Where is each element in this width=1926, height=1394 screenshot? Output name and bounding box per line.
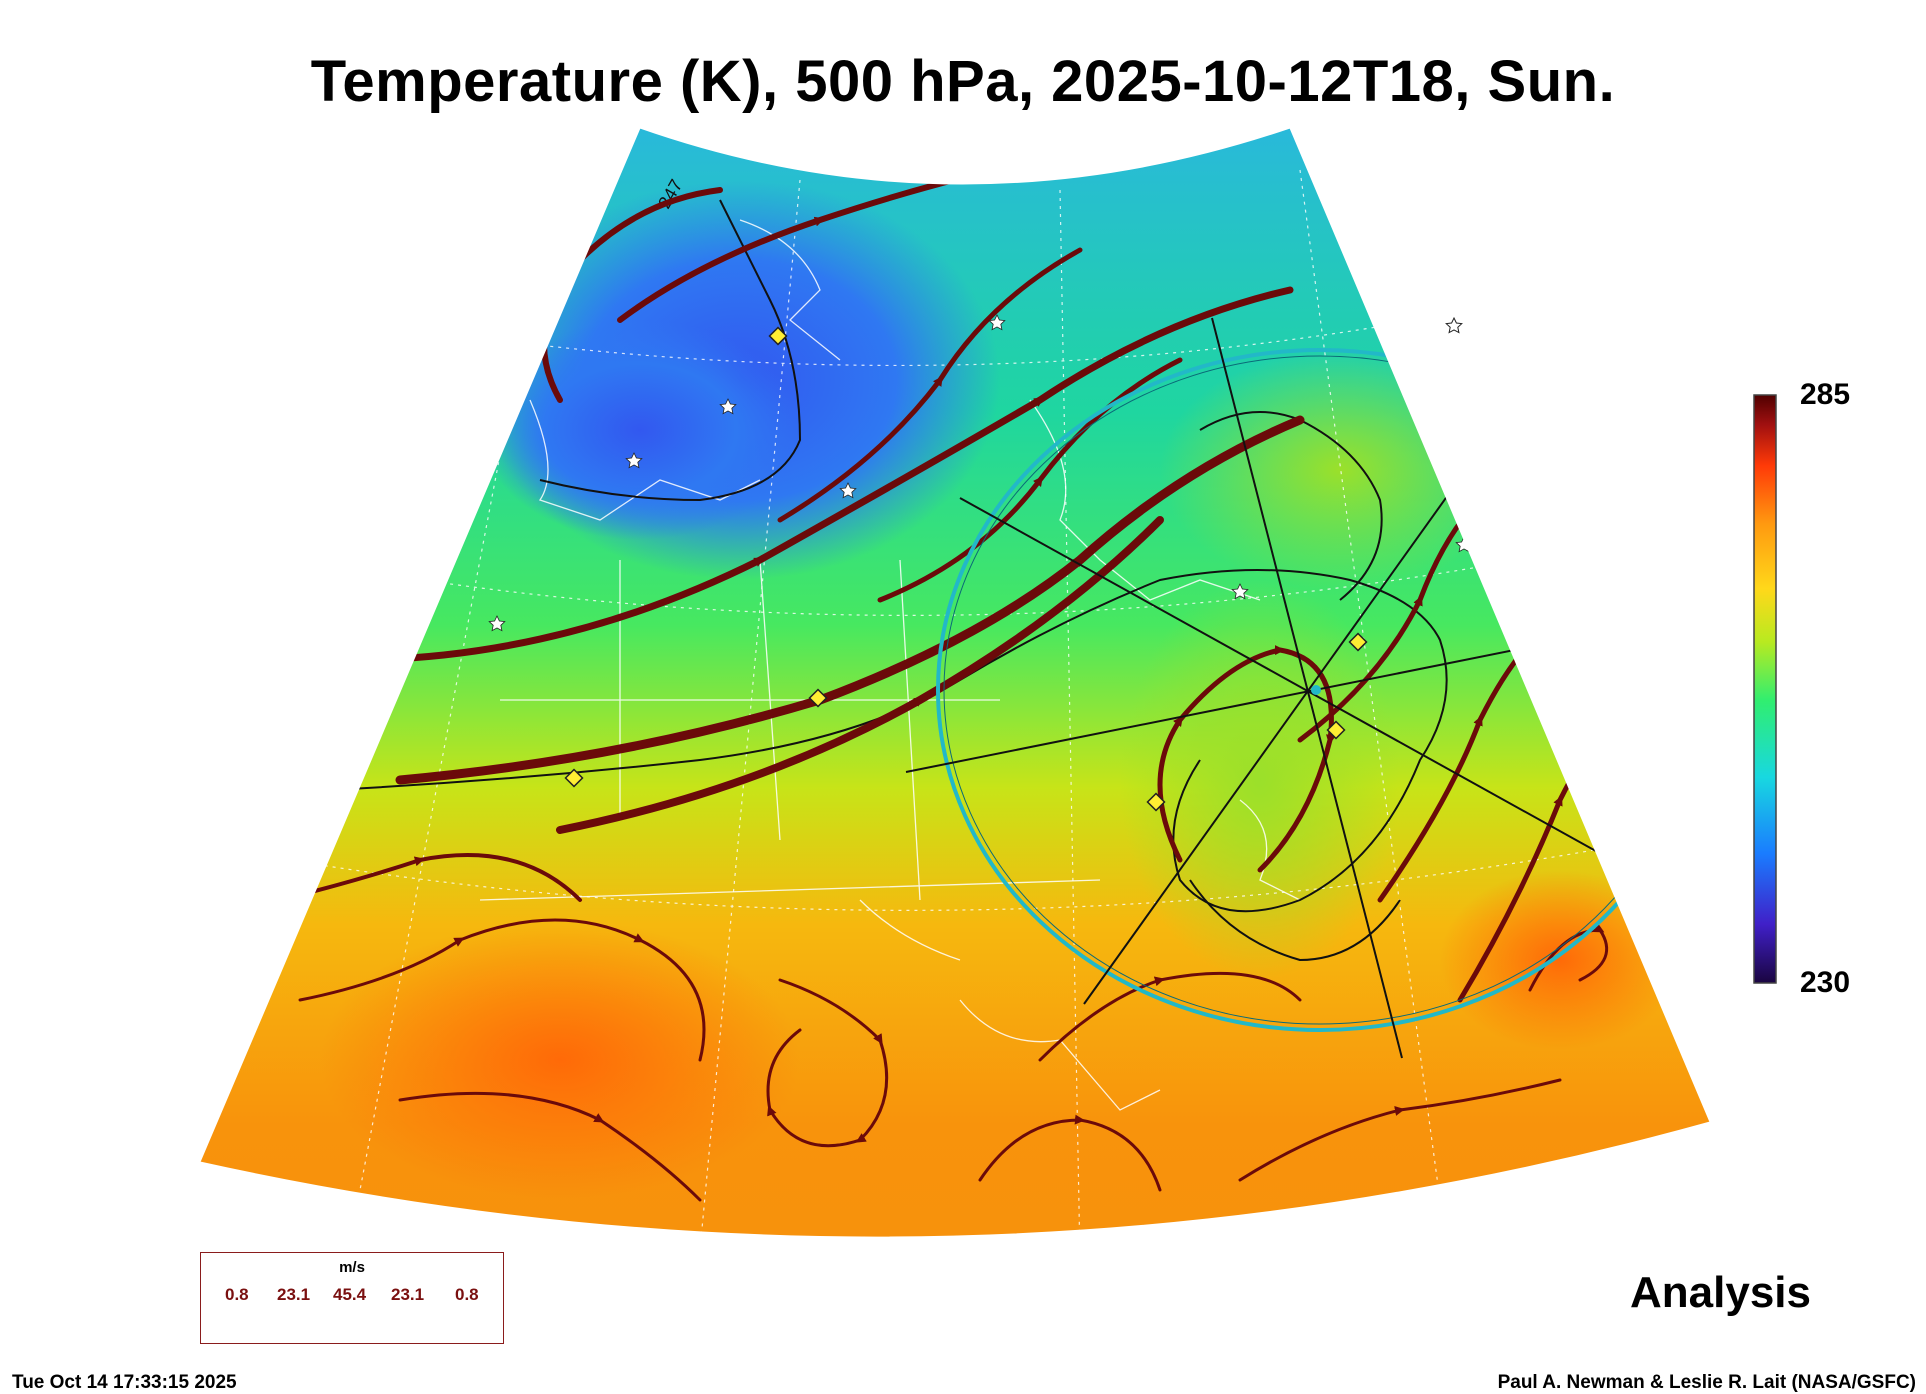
streamline [1038,971,1302,1062]
wind-key-value: 0.8 [455,1285,479,1304]
wind-key-value: 0.8 [225,1285,249,1304]
colorbar-max-label: 285 [1800,378,1851,411]
diamond-marker [1348,632,1368,652]
diamond-marker [1146,792,1166,812]
wind-key-value: 23.1 [391,1285,425,1304]
diamond-marker [1326,720,1346,740]
streamline [1238,1078,1562,1182]
streamline [346,286,1294,664]
streamline [278,853,582,902]
star-marker [1445,316,1463,334]
star-marker [625,452,643,469]
streamline [395,415,1305,785]
center-point [1311,685,1321,695]
wind-key-value: 23.1 [277,1285,311,1304]
wind-streamlines [278,157,1643,1202]
star-marker [1231,583,1249,600]
diamond-marker [768,326,788,346]
wind-key-value: 45.4 [333,1285,367,1304]
wind-key-unit: m/s [339,1259,365,1276]
star-marker [839,482,857,499]
streamline [877,357,1183,603]
streamline [766,978,889,1148]
run-timestamp: Tue Oct 14 17:33:15 2025 [12,1372,237,1393]
streamline [556,516,1164,834]
colorbar [1753,394,1777,984]
star-marker [719,398,737,415]
diamond-marker [808,688,828,708]
diamond-marker [564,768,584,788]
star-marker [488,615,506,632]
streamline [777,247,1083,523]
streamline [398,1091,702,1202]
star-markers [488,314,1473,632]
map-frame [199,127,1711,1238]
streamline [978,1114,1162,1192]
wind-speed-key: m/s 0.8 23.1 45.4 23.1 0.8 [200,1252,504,1344]
map-title: Temperature (K), 500 hPa, 2025-10-12T18,… [310,49,1616,114]
mode-label: Analysis [1630,1268,1811,1317]
colorbar-min-label: 230 [1800,966,1851,999]
credit-text: Paul A. Newman & Leslie R. Lait (NASA/GS… [1497,1372,1916,1393]
station-markers [564,326,1368,812]
star-marker [988,314,1006,331]
temperature-field: 247 [200,128,1710,1238]
streamline [298,918,706,1062]
streamline [1157,645,1336,873]
